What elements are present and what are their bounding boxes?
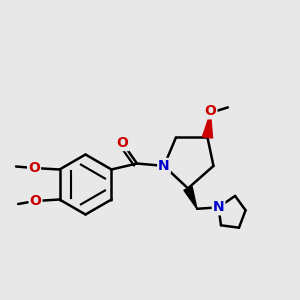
Text: O: O (30, 194, 41, 208)
Text: O: O (117, 136, 128, 150)
Text: O: O (28, 161, 40, 175)
Text: O: O (205, 104, 216, 118)
Text: N: N (158, 159, 170, 173)
Polygon shape (202, 113, 212, 138)
Text: N: N (213, 200, 224, 214)
Polygon shape (184, 187, 197, 209)
